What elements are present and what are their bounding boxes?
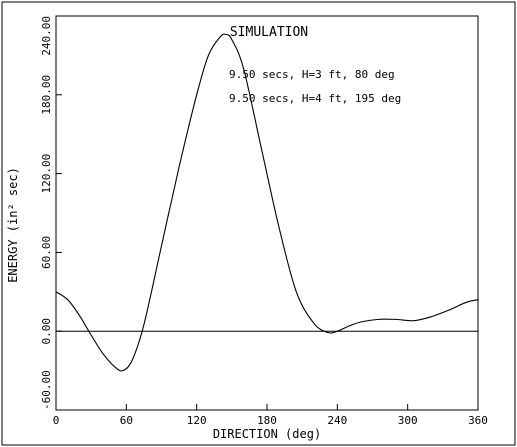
y-tick-label: 120.00 (40, 154, 53, 194)
x-axis-label: DIRECTION (deg) (213, 427, 321, 441)
annotation-line-1: 9.50 secs, H=3 ft, 80 deg (229, 68, 395, 81)
x-axis: 0 60 120 180 240 300 360 (53, 404, 488, 427)
chart-title: SIMULATION (230, 25, 308, 40)
y-tick-label: -60.00 (40, 370, 53, 410)
y-tick-label: 0.00 (40, 318, 53, 345)
x-tick-label: 360 (468, 414, 488, 427)
y-tick-label: 60.00 (40, 236, 53, 269)
series-group (55, 33, 479, 372)
x-tick-label: 300 (398, 414, 418, 427)
x-tick-label: 180 (257, 414, 277, 427)
x-tick-label: 240 (327, 414, 347, 427)
y-axis: -60.00 0.00 60.00 120.00 180.00 240.00 (40, 15, 62, 411)
series-line-0 (55, 33, 479, 372)
x-tick-label: 120 (187, 414, 207, 427)
x-tick-label: 0 (53, 414, 60, 427)
y-axis-label: ENERGY (in² sec) (6, 167, 20, 283)
y-tick-label: 180.00 (40, 75, 53, 115)
annotation-line-2: 9.50 secs, H=4 ft, 195 deg (229, 92, 401, 105)
x-tick-label: 60 (120, 414, 133, 427)
y-tick-label: 240.00 (40, 16, 53, 56)
